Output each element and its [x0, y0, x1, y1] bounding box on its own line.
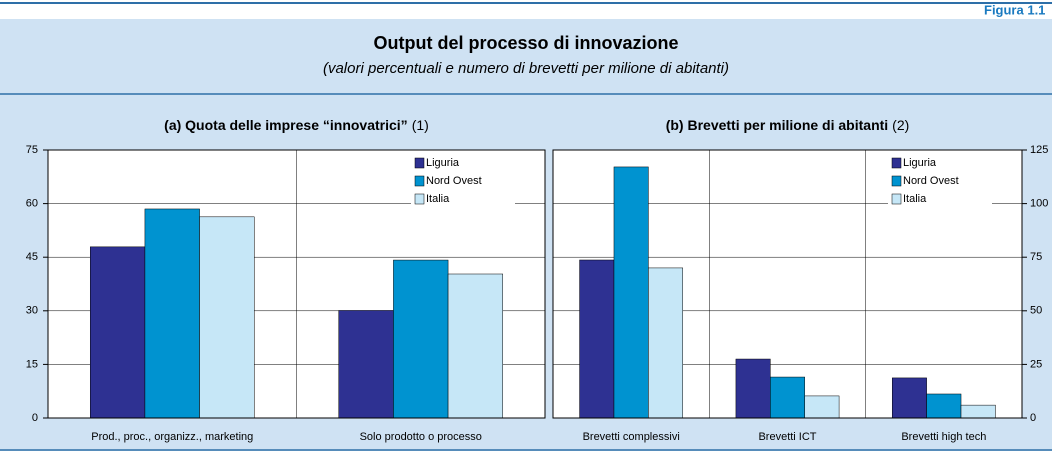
y-tick-label: 25 [1030, 358, 1042, 370]
bar [89, 246, 146, 419]
x-tick-label: Solo prodotto o processo [360, 431, 482, 443]
panel-title-main: (a) Quota delle imprese “innovatrici” [164, 117, 408, 133]
y-tick-label: 50 [1030, 305, 1042, 317]
bar [891, 377, 927, 419]
bar [960, 404, 996, 419]
legend-label: Liguria [426, 157, 460, 169]
plot-frame [552, 149, 1023, 419]
legend-bg [411, 154, 515, 210]
bar [338, 310, 394, 419]
bar [393, 259, 449, 419]
bar [579, 259, 615, 419]
legend-swatch [414, 157, 425, 169]
bar [199, 216, 255, 419]
legend-bg [888, 154, 992, 210]
bar [735, 358, 771, 419]
title: Output del processo di innovazione [373, 33, 678, 53]
legend-swatch [891, 193, 902, 205]
y-tick-label: 15 [26, 358, 38, 370]
panel-title: (a) Quota delle imprese “innovatrici” (1) [164, 117, 429, 133]
bar [770, 376, 805, 419]
panel-title: (b) Brevetti per milione di abitanti (2) [666, 117, 910, 133]
figure-label: Figura 1.1 [984, 2, 1045, 17]
y-tick-label: 30 [26, 305, 38, 317]
x-tick-label: Prod., proc., organizz., marketing [91, 431, 253, 443]
y-tick-label: 0 [1030, 412, 1036, 424]
legend-swatch [891, 157, 902, 169]
y-tick-label: 100 [1030, 198, 1048, 210]
y-tick-label: 125 [1030, 144, 1048, 156]
legend-label: Liguria [903, 157, 937, 169]
y-tick-label: 75 [26, 144, 38, 156]
bar [144, 208, 200, 419]
x-tick-label: Brevetti ICT [758, 431, 816, 443]
legend-label: Nord Ovest [426, 175, 482, 187]
y-tick-label: 75 [1030, 251, 1042, 263]
legend-swatch [414, 175, 425, 187]
bar [613, 166, 649, 419]
subtitle: (valori percentuali e numero di brevetti… [323, 60, 729, 77]
legend-label: Italia [903, 193, 927, 205]
panel-title-note: (2) [892, 117, 909, 133]
legend-swatch [414, 193, 425, 205]
bar [926, 393, 962, 419]
y-tick-label: 60 [26, 198, 38, 210]
panel-title-main: (b) Brevetti per milione di abitanti [666, 117, 888, 133]
bar [648, 267, 684, 419]
x-tick-label: Brevetti high tech [901, 431, 986, 443]
bar [447, 273, 504, 419]
plot-frame [47, 149, 546, 419]
x-tick-label: Brevetti complessivi [583, 431, 680, 443]
legend-label: Italia [426, 193, 450, 205]
legend-swatch [891, 175, 902, 187]
legend-label: Nord Ovest [903, 175, 959, 187]
y-tick-label: 0 [32, 412, 38, 424]
bar [804, 395, 840, 419]
y-tick-label: 45 [26, 251, 38, 263]
panel-title-note: (1) [412, 117, 429, 133]
